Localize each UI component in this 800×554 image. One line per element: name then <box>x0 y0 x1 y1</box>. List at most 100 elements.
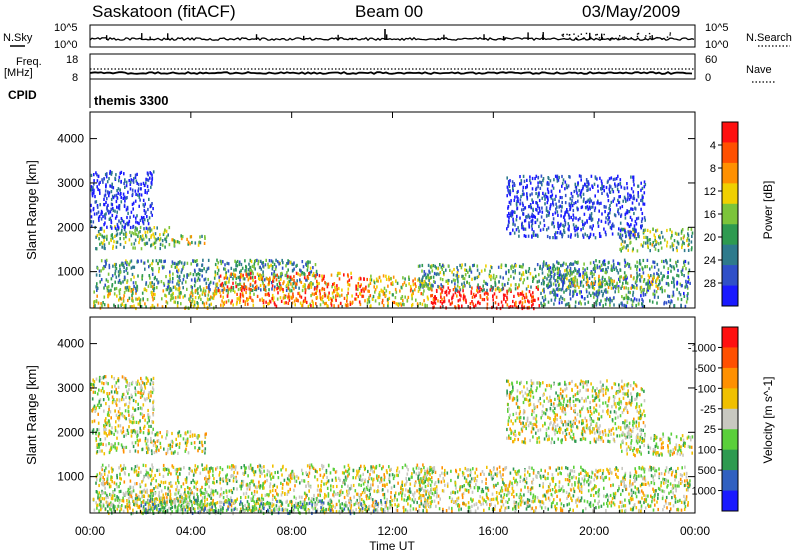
range-cell <box>616 184 619 188</box>
range-cell <box>100 508 102 512</box>
range-cell <box>327 282 330 286</box>
range-cell <box>538 191 540 195</box>
range-cell <box>152 443 155 447</box>
range-cell <box>614 177 616 181</box>
range-cell <box>594 280 597 284</box>
range-cell <box>132 214 135 218</box>
range-cell <box>95 273 98 277</box>
cpid-value: themis 3300 <box>94 93 168 108</box>
range-cell <box>344 303 347 307</box>
range-cell <box>650 282 652 286</box>
range-cell <box>566 302 568 306</box>
range-cell <box>661 259 663 263</box>
range-cell <box>593 295 595 299</box>
range-cell <box>568 214 571 218</box>
range-cell <box>364 287 366 291</box>
range-cell <box>132 508 134 512</box>
range-cell <box>647 244 649 248</box>
range-cell <box>275 504 278 508</box>
range-cell <box>583 262 585 266</box>
range-cell <box>543 260 545 264</box>
range-cell <box>646 258 649 262</box>
range-cell <box>565 183 568 187</box>
range-cell <box>137 450 139 454</box>
range-cell <box>483 279 485 283</box>
range-cell <box>506 214 509 218</box>
range-cell <box>691 234 693 238</box>
range-cell <box>249 292 251 296</box>
range-cell <box>481 297 484 302</box>
range-cell <box>555 236 558 240</box>
range-cell <box>439 277 442 281</box>
range-cell <box>95 501 97 505</box>
range-cell <box>626 262 629 266</box>
range-cell <box>330 303 333 307</box>
range-cell <box>293 488 295 492</box>
range-cell <box>632 190 635 194</box>
range-cell <box>665 281 668 286</box>
range-cell <box>118 207 121 211</box>
range-cell <box>111 274 114 278</box>
range-cell <box>533 233 535 237</box>
range-cell <box>646 265 648 269</box>
range-cell <box>232 288 235 292</box>
range-cell <box>574 289 577 293</box>
range-cell <box>192 273 195 277</box>
range-cell <box>544 192 547 196</box>
range-cell <box>576 292 578 296</box>
range-cell <box>539 266 541 270</box>
range-cell <box>326 285 329 289</box>
range-cell <box>123 290 126 295</box>
range-cell <box>509 305 512 309</box>
range-cell <box>656 277 658 281</box>
range-cell <box>134 497 137 501</box>
range-cell <box>182 437 185 441</box>
range-cell <box>366 484 369 488</box>
range-cell <box>100 302 102 306</box>
nsearch-dot <box>648 32 651 35</box>
range-cell <box>129 260 132 264</box>
range-cell <box>138 204 140 208</box>
range-cell <box>524 206 527 210</box>
range-cell <box>148 216 151 220</box>
range-cell <box>642 271 645 275</box>
range-cell <box>501 304 504 308</box>
range-cell <box>454 278 456 283</box>
range-cell <box>135 289 137 293</box>
range-cell <box>136 438 139 442</box>
range-cell <box>129 230 131 234</box>
range-cell <box>197 506 199 510</box>
range-cell <box>174 265 177 269</box>
range-cell <box>373 470 375 474</box>
range-cell <box>614 285 616 289</box>
range-cell <box>541 303 543 308</box>
range-cell <box>137 234 139 238</box>
range-cell <box>546 187 549 191</box>
range-cell <box>119 171 121 175</box>
range-cell <box>521 208 523 212</box>
range-cell <box>101 489 103 493</box>
range-cell <box>110 219 112 223</box>
range-cell <box>90 224 93 228</box>
freq-panel <box>89 53 696 80</box>
range-cell <box>440 283 442 287</box>
range-cell <box>172 291 174 296</box>
range-cell <box>112 186 115 190</box>
range-cell <box>560 209 563 213</box>
range-cell <box>149 229 151 233</box>
range-cell <box>511 264 513 268</box>
range-cell <box>198 440 201 444</box>
range-cell <box>201 269 204 273</box>
range-cell <box>622 281 624 285</box>
range-cell <box>579 300 581 304</box>
range-cell <box>348 472 350 476</box>
range-cell <box>300 280 303 284</box>
range-cell <box>564 303 567 307</box>
range-cell <box>152 292 155 296</box>
range-cell <box>514 287 517 291</box>
range-cell <box>424 485 427 489</box>
range-cell <box>419 302 421 306</box>
range-cell <box>539 180 541 184</box>
range-cell <box>341 484 343 489</box>
range-cell <box>657 248 660 253</box>
